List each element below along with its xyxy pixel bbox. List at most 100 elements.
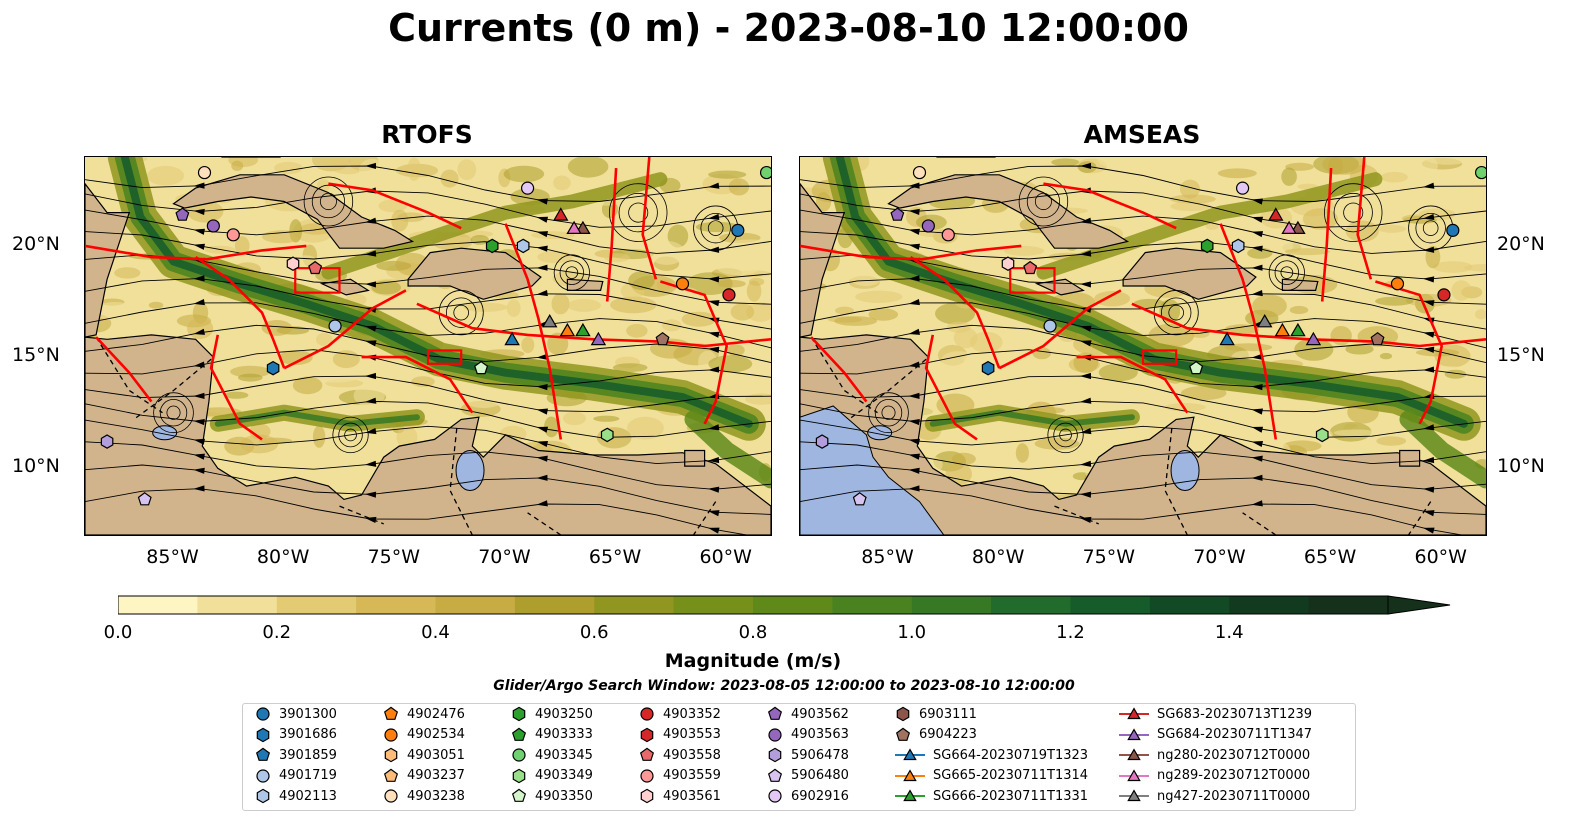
flow-arrow [193,228,205,235]
colorbar-tick-label: 0.6 [579,622,609,643]
legend-marker [640,727,654,742]
x-tick-label: 65°W [588,546,642,568]
flow-arrow [908,361,920,368]
legend-item-label: SG665-20230711T1314 [933,768,1089,783]
flow-arrow [707,346,720,353]
flow-arrow [1422,213,1435,221]
legend-item-label: ng289-20230712T0000 [1157,768,1311,783]
legend-marker [512,748,526,762]
legend-item: 4902476 [383,706,465,722]
flow-arrow [193,453,205,460]
legend-marker [511,788,527,802]
flow-arrow [1422,246,1435,253]
colorbar-label: Magnitude (m/s) [664,650,842,672]
legend-marker [768,789,782,803]
legend-item-label: 6904223 [919,727,977,742]
legend-item: 4903237 [383,768,465,784]
legend-marker [256,727,270,742]
legend-item: 3901859 [255,747,337,763]
eez-line [800,244,1022,261]
flow-arrow [1080,325,1092,332]
legend-item: 4903333 [511,727,593,743]
legend-item: 4903352 [639,706,721,722]
x-tick-label: 80°W [256,546,310,568]
legend-marker [512,706,526,722]
country-border [810,336,878,414]
eez-line [361,355,474,414]
legend-item-label: 5906478 [791,747,849,763]
flow-arrow [1251,426,1264,433]
flow-arrow [364,281,377,288]
eddy-streamline [553,254,590,291]
legend-marker [256,788,270,804]
eddy-streamline [338,422,363,448]
colorbar-tick-label: 1.4 [1214,622,1244,643]
legend-marker-icon [895,748,925,761]
flow-arrow [365,325,377,332]
flow-arrow [707,424,720,431]
platform-marker [1023,260,1038,275]
platform-marker [541,314,558,328]
country-border [339,505,384,525]
flow-arrow [193,467,205,474]
eez-line [209,334,263,441]
platform-marker [590,331,607,346]
eddy-streamline [1422,220,1439,236]
flow-arrow [908,208,920,216]
flow-arrow [1079,516,1092,523]
country-border [1164,428,1188,535]
eez-line [1375,280,1444,425]
legend-marker [511,727,527,741]
legend-marker [1127,789,1141,802]
platform-marker [1200,238,1214,254]
legend-marker-icon [640,788,654,804]
platform-marker [1231,238,1245,254]
platform-marker [722,288,736,302]
eddy-streamline [1343,202,1364,223]
current-band [321,172,668,280]
legend-item: SG683-20230713T1239 [1119,706,1312,722]
eez-box [1141,349,1178,365]
eddy-streamline [1168,304,1184,321]
flow-arrow [536,245,548,252]
legend-item: 6902916 [767,788,849,804]
legend-item: 4903562 [767,706,849,722]
flow-arrow [908,228,920,235]
legend-item-label: SG666-20230711T1331 [933,788,1089,804]
legend-marker [1127,768,1141,781]
legend-item-label: 4902476 [407,706,465,722]
platform-marker [1474,165,1486,180]
colorbar-segment [911,596,992,614]
pacific-ocean [800,405,945,535]
colorbar-segment [356,596,436,614]
legend-item-label: 4903250 [535,706,593,722]
eddy-streamline [881,405,896,420]
flow-arrow [364,162,376,170]
platform-marker [100,434,114,449]
legend-marker-icon [256,768,270,783]
flow-arrow [536,198,548,205]
colorbar-segment [197,596,278,614]
legend-marker-icon [256,727,270,742]
map-panel-amseas[interactable] [799,156,1487,536]
legend-item-label: 4901719 [279,768,337,783]
country-border [527,512,562,535]
flow-arrow [193,182,205,189]
x-tick-label: 60°W [1414,546,1467,568]
platform-marker [308,260,323,275]
legend-marker [384,747,398,763]
flow-arrow [1079,217,1092,224]
legend-marker-icon [895,789,925,802]
flow-arrow [1079,460,1092,467]
x-tick-label: 70°W [1193,546,1246,568]
map-panel-rtofs[interactable] [84,156,772,536]
flow-arrow [536,474,548,481]
flow-arrow [908,418,920,426]
legend-item-label: 4903349 [535,768,593,783]
eddy-streamline [166,405,181,420]
eddy-streamline [609,183,668,242]
legend-marker-icon [512,706,526,722]
legend-item: 4903558 [639,747,721,763]
colorbar-segment [1149,596,1230,614]
flow-arrow [1251,198,1263,205]
